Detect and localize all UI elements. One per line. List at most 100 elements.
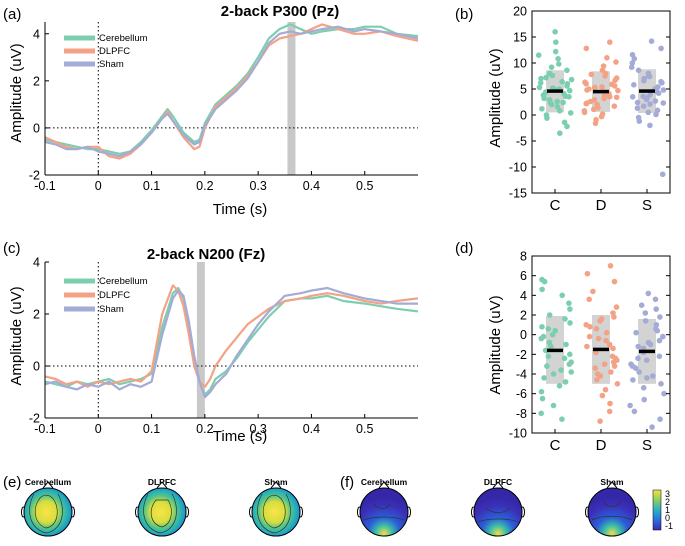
- data-point: [631, 408, 638, 415]
- colorbar-tick: 1: [665, 505, 670, 515]
- data-point: [608, 369, 614, 375]
- panel-label-b: (b): [455, 6, 473, 23]
- category-label: S: [642, 197, 652, 214]
- data-point: [559, 78, 565, 85]
- y-axis-label: Amplitude (uV): [8, 286, 25, 385]
- data-point: [541, 95, 547, 102]
- data-point: [545, 353, 552, 360]
- data-point: [536, 84, 543, 91]
- y-tick-label: -10: [509, 427, 527, 441]
- x-tick-label: 0.1: [143, 179, 160, 193]
- data-point: [594, 377, 600, 383]
- topoplots-n200: Cerebellum DLPFC Sham: [357, 477, 673, 537]
- data-point: [635, 355, 641, 362]
- series-line-dlpfc: [44, 23, 419, 160]
- data-point: [556, 383, 563, 389]
- nose-icon: [42, 481, 54, 489]
- panel-label-c: (c): [3, 240, 21, 257]
- contour-line: [591, 515, 633, 521]
- data-point: [606, 408, 613, 415]
- analysis-window-shade: [287, 22, 296, 175]
- data-point: [587, 324, 593, 330]
- data-point: [660, 87, 667, 93]
- data-point: [595, 104, 601, 111]
- data-point: [567, 110, 574, 116]
- data-point: [613, 304, 620, 310]
- data-point: [631, 56, 638, 62]
- y-tick-label: -10: [509, 161, 527, 175]
- panel-label-e: (e): [3, 474, 21, 491]
- data-point: [559, 292, 565, 299]
- data-point: [653, 306, 659, 312]
- data-point: [592, 84, 598, 91]
- topoplot-dlpfc: DLPFC: [135, 477, 189, 537]
- amplitude-scatter-n200: -10 -8 -6 -4 -2 0 2 4 6 8 C D S Amplitude (uV): [487, 250, 671, 454]
- data-point: [644, 375, 650, 381]
- legend-label-dlpfc: DLPFC: [99, 290, 130, 301]
- y-tick-label: -6: [516, 387, 527, 401]
- data-point: [603, 337, 609, 344]
- y-tick-label: 0: [520, 109, 527, 123]
- data-point: [633, 329, 639, 336]
- data-point: [647, 101, 653, 107]
- data-point: [601, 361, 608, 368]
- x-tick-label: 0.2: [196, 422, 213, 436]
- data-point: [546, 312, 553, 318]
- contour-line: [603, 501, 621, 507]
- scalp-map: [251, 487, 301, 537]
- category-label: C: [550, 197, 561, 214]
- contour-line: [34, 494, 58, 529]
- contour-line: [477, 518, 519, 523]
- topoplot-dlpfc: DLPFC: [471, 477, 525, 537]
- data-point: [655, 90, 662, 96]
- data-point: [649, 424, 655, 430]
- contour-line: [485, 507, 511, 513]
- data-point: [643, 96, 650, 103]
- contour-line: [150, 499, 172, 528]
- data-point: [594, 371, 601, 377]
- data-point: [566, 87, 573, 94]
- data-point: [642, 310, 649, 316]
- data-point: [586, 333, 593, 340]
- data-point: [607, 39, 613, 45]
- data-point: [611, 83, 618, 89]
- data-point: [553, 39, 559, 45]
- data-point: [629, 363, 636, 369]
- x-tick-label: 0.1: [143, 422, 160, 436]
- data-point: [561, 119, 568, 126]
- colorbar-tick: -1: [665, 521, 673, 531]
- data-point: [612, 77, 618, 83]
- contour-line: [262, 494, 286, 529]
- legend: Cerebellum DLPFC Sham: [64, 33, 148, 70]
- data-point: [541, 375, 547, 381]
- scalp-map: [359, 487, 409, 537]
- y-tick-label: -5: [516, 135, 527, 149]
- data-point: [634, 105, 641, 111]
- y-tick-label: 4: [33, 256, 40, 270]
- y-tick-label: 2: [520, 309, 527, 323]
- data-point: [645, 339, 652, 346]
- data-point: [645, 290, 652, 297]
- topoplot-cerebellum: Cerebellum: [357, 477, 411, 537]
- data-point: [550, 402, 557, 409]
- colorbar: 3 2 1 0 -1: [652, 489, 673, 531]
- data-point: [653, 111, 659, 118]
- data-point: [601, 95, 607, 102]
- data-point: [658, 78, 664, 85]
- data-point: [556, 108, 563, 114]
- data-point: [647, 122, 653, 129]
- x-tick-label: 0.2: [196, 179, 213, 193]
- data-point: [634, 99, 641, 106]
- data-point: [652, 296, 659, 303]
- data-point: [581, 109, 588, 116]
- y-tick-label: 0: [33, 360, 40, 374]
- data-point: [583, 81, 589, 87]
- data-point: [538, 410, 544, 417]
- legend-label-dlpfc: DLPFC: [99, 46, 130, 57]
- data-point: [549, 331, 556, 338]
- chart-title: 2-back N200 (Fz): [147, 246, 265, 263]
- data-point: [583, 45, 590, 52]
- contour-line: [29, 493, 63, 534]
- data-point: [568, 76, 575, 83]
- contour-line: [373, 503, 391, 509]
